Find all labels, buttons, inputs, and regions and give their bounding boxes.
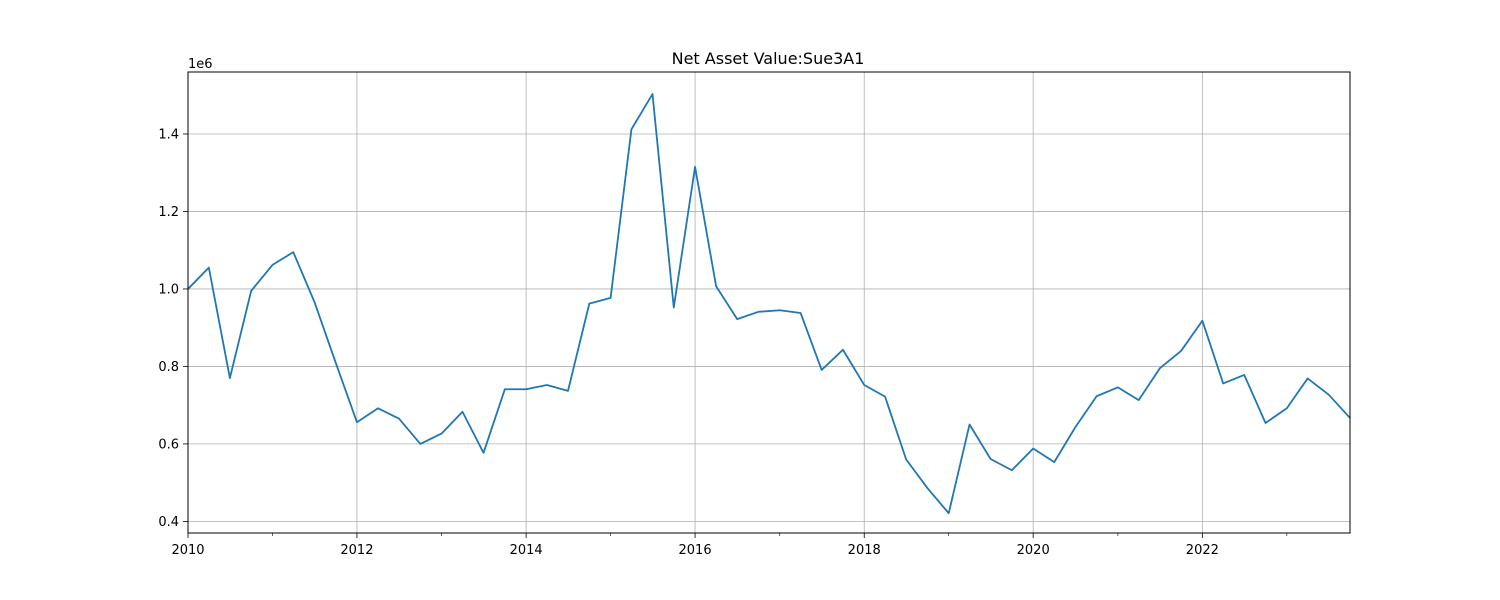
x-axis: 2010 2012 2014 2016 2018 2020 2022 <box>171 533 1288 558</box>
x-tick-label: 2016 <box>679 543 712 558</box>
series-line <box>187 93 1351 515</box>
x-tick-label: 2022 <box>1186 543 1219 558</box>
y-axis: 0.4 0.6 0.8 1.0 1.2 1.4 <box>158 127 188 530</box>
y-tick-label: 1.4 <box>158 127 179 142</box>
y-tick-label: 1.0 <box>158 282 179 297</box>
y-tick-label: 0.6 <box>158 437 179 452</box>
series-group <box>187 93 1351 515</box>
y-tick-label: 1.2 <box>158 205 179 220</box>
x-tick-label: 2010 <box>171 543 204 558</box>
plot-frame <box>187 71 1351 534</box>
x-tick-label: 2012 <box>340 543 373 558</box>
y-offset-label: 1e6 <box>188 57 213 72</box>
y-tick-label: 0.4 <box>158 515 179 530</box>
x-tick-label: 2014 <box>510 543 543 558</box>
y-tick-label: 0.8 <box>158 360 179 375</box>
chart-title: Net Asset Value:Sue3A1 <box>672 49 865 68</box>
grid-lines <box>187 72 1350 533</box>
x-tick-label: 2020 <box>1017 543 1050 558</box>
x-tick-label: 2018 <box>848 543 881 558</box>
